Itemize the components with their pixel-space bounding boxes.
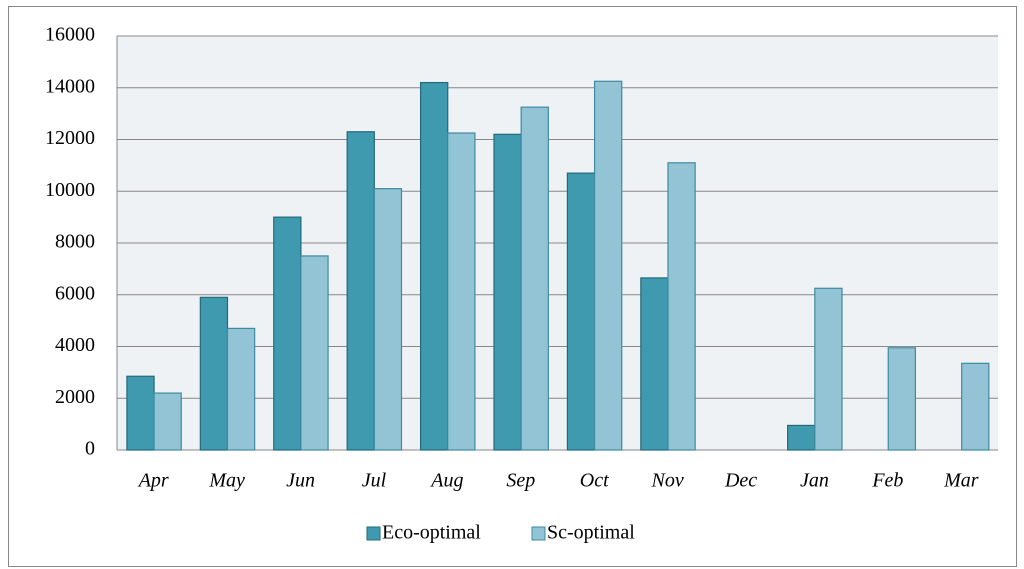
x-tick-label: Nov bbox=[651, 470, 684, 492]
legend-label: Eco-optimal bbox=[382, 522, 481, 544]
bar bbox=[520, 106, 549, 451]
x-tick-label: Jul bbox=[362, 470, 387, 492]
bar bbox=[373, 188, 403, 451]
bar bbox=[787, 424, 816, 451]
bar bbox=[593, 80, 623, 451]
y-tick-label: 12000 bbox=[45, 127, 95, 149]
bar bbox=[199, 296, 229, 451]
y-tick-label: 0 bbox=[85, 438, 95, 460]
bar bbox=[667, 162, 696, 451]
y-tick-label: 2000 bbox=[55, 386, 95, 408]
bar bbox=[447, 132, 476, 451]
bar bbox=[153, 392, 182, 451]
bar bbox=[887, 347, 917, 451]
bar bbox=[961, 362, 990, 451]
legend-swatch bbox=[531, 526, 546, 541]
legend-swatch bbox=[366, 526, 381, 541]
x-tick-label: May bbox=[208, 470, 245, 492]
x-tick-label: Aug bbox=[429, 470, 463, 492]
x-tick-label: Apr bbox=[137, 470, 169, 492]
x-tick-label: Mar bbox=[943, 470, 979, 492]
x-tick-label: Jun bbox=[286, 470, 315, 492]
y-tick-label: 8000 bbox=[55, 231, 95, 253]
bar bbox=[126, 375, 155, 451]
bar bbox=[419, 81, 449, 451]
x-tick-label: Dec bbox=[724, 470, 757, 492]
y-tick-label: 4000 bbox=[55, 334, 95, 356]
bar bbox=[814, 287, 843, 451]
bar bbox=[566, 172, 596, 451]
x-tick-label: Oct bbox=[580, 470, 609, 492]
bar bbox=[300, 255, 329, 451]
bar bbox=[226, 327, 256, 451]
x-tick-label: Sep bbox=[506, 470, 535, 492]
bar bbox=[273, 216, 302, 451]
bar bbox=[493, 133, 522, 451]
y-tick-label: 10000 bbox=[45, 179, 95, 201]
bar bbox=[640, 277, 669, 451]
legend-label: Sc-optimal bbox=[547, 522, 635, 544]
y-tick-label: 16000 bbox=[45, 24, 95, 46]
x-tick-label: Jan bbox=[800, 470, 829, 492]
y-tick-label: 14000 bbox=[45, 75, 95, 97]
x-tick-label: Feb bbox=[871, 470, 903, 492]
bar bbox=[346, 131, 375, 451]
y-tick-label: 6000 bbox=[55, 282, 95, 304]
